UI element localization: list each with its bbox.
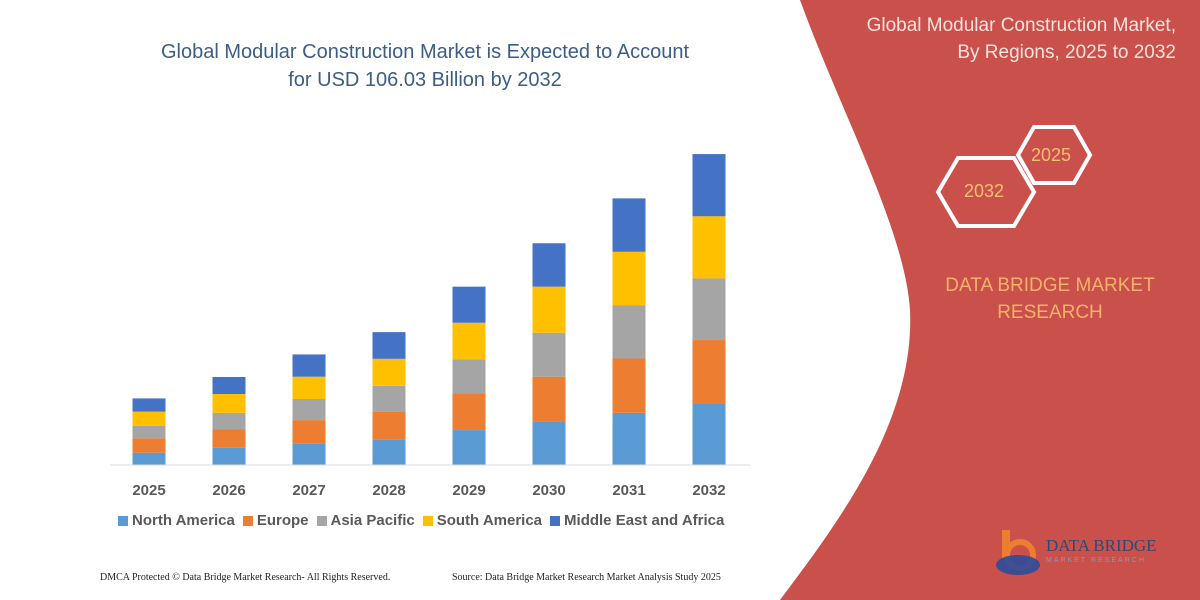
bar-segment-2027-2	[292, 399, 326, 421]
logo-sub: MARKET RESEARCH	[1046, 557, 1146, 564]
bar-segment-2026-0	[212, 447, 246, 465]
legend-label: Asia Pacific	[330, 512, 415, 529]
legend-label: Middle East and Africa	[564, 512, 725, 529]
bar-segment-2032-2	[692, 278, 726, 341]
brand-line-2: RESEARCH	[997, 302, 1103, 323]
logo-icon	[996, 530, 1040, 575]
bar-segment-2031-4	[612, 198, 646, 252]
bar-segment-2026-3	[212, 394, 246, 413]
legend-swatch	[316, 515, 327, 526]
chart-title: Global Modular Construction Market is Ex…	[110, 38, 740, 94]
bar-segment-2031-1	[612, 358, 646, 413]
bar-segment-2030-1	[532, 376, 566, 422]
bar-segment-2025-0	[132, 452, 166, 465]
chart-legend: North America Europe Asia Pacific South Ame…	[118, 512, 724, 529]
bar-segment-2029-4	[452, 286, 486, 323]
bar-segment-2025-4	[132, 398, 166, 412]
x-tick-label: 2032	[692, 482, 725, 499]
legend-label: North America	[132, 512, 235, 529]
x-tick-label: 2025	[132, 482, 165, 499]
copyright-note: DMCA Protected © Data Bridge Market Rese…	[100, 572, 391, 583]
side-panel-title: Global Modular Construction Market, By R…	[796, 12, 1176, 66]
brand-text: DATA BRIDGE MARKET RESEARCH	[930, 272, 1170, 326]
bar-segment-2032-1	[692, 340, 726, 404]
bar-segment-2028-0	[372, 439, 406, 465]
bar-segment-2029-1	[452, 393, 486, 431]
legend-item: South America	[422, 512, 543, 529]
legend-label: Europe	[256, 512, 309, 529]
bar-segment-2031-0	[612, 412, 646, 465]
legend-swatch	[422, 515, 433, 526]
bar-segment-2029-2	[452, 359, 486, 394]
source-note: Source: Data Bridge Market Research Mark…	[452, 572, 721, 583]
bar-segment-2026-1	[212, 429, 246, 448]
legend-item: Middle East and Africa	[550, 512, 724, 529]
bar-segment-2032-0	[692, 403, 726, 465]
bar-segment-2026-4	[212, 377, 246, 395]
bar-segment-2032-3	[692, 216, 726, 279]
legend-swatch	[118, 515, 128, 526]
x-tick-label: 2026	[212, 482, 245, 499]
bar-segment-2032-4	[692, 154, 726, 217]
bar-segment-2028-2	[372, 385, 406, 412]
bar-segment-2028-1	[372, 411, 406, 440]
bar-segment-2029-3	[452, 322, 486, 360]
x-tick-label: 2030	[532, 482, 565, 499]
bar-segment-2031-2	[612, 305, 646, 359]
title-line-1: Global Modular Construction Market is Ex…	[160, 41, 690, 63]
hex-start-year: 2025	[1031, 145, 1072, 165]
legend-item: Asia Pacific	[316, 512, 415, 529]
bar-segment-2025-1	[132, 438, 166, 453]
legend-swatch	[242, 515, 253, 526]
legend-swatch	[550, 515, 561, 526]
bar-segment-2030-3	[532, 286, 566, 333]
side-title-line-2: By Regions, 2025 to 2032	[957, 42, 1176, 63]
bar-segment-2028-3	[372, 358, 406, 386]
title-line-2: for USD 106.03 Billion by 2032	[288, 69, 562, 91]
bar-segment-2026-2	[212, 412, 246, 430]
bar-segment-2027-4	[292, 354, 326, 377]
red-side-panel	[780, 0, 1200, 600]
bar-segment-2031-3	[612, 251, 646, 306]
legend-item: North America	[118, 512, 235, 529]
legend-item: Europe	[242, 512, 309, 529]
x-tick-label: 2031	[612, 482, 645, 499]
x-tick-label: 2029	[452, 482, 485, 499]
logo-name: DATA BRIDGE	[1046, 536, 1157, 555]
brand-line-1: DATA BRIDGE MARKET	[945, 275, 1155, 296]
bar-segment-2027-1	[292, 420, 326, 444]
hexagon-2032	[935, 156, 1037, 228]
hex-end-year: 2032	[964, 181, 1005, 201]
bar-segment-2029-0	[452, 430, 486, 465]
bar-segment-2027-3	[292, 376, 326, 400]
bar-segment-2025-3	[132, 411, 166, 426]
x-tick-label: 2028	[372, 482, 405, 499]
x-tick-label: 2027	[292, 482, 325, 499]
bar-segment-2028-4	[372, 332, 406, 359]
hexagon-2025	[1015, 125, 1093, 185]
stacked-bar-chart: 2025 2026 2027 2028 2029 2030 2031 2032	[132, 154, 726, 499]
bar-segment-2030-4	[532, 243, 566, 287]
bar-segment-2030-2	[532, 332, 566, 377]
bar-segment-2025-2	[132, 425, 166, 439]
bar-segment-2030-0	[532, 421, 566, 465]
legend-label: South America	[436, 512, 543, 529]
side-title-line-1: Global Modular Construction Market,	[866, 15, 1176, 36]
bar-segment-2027-0	[292, 443, 326, 465]
